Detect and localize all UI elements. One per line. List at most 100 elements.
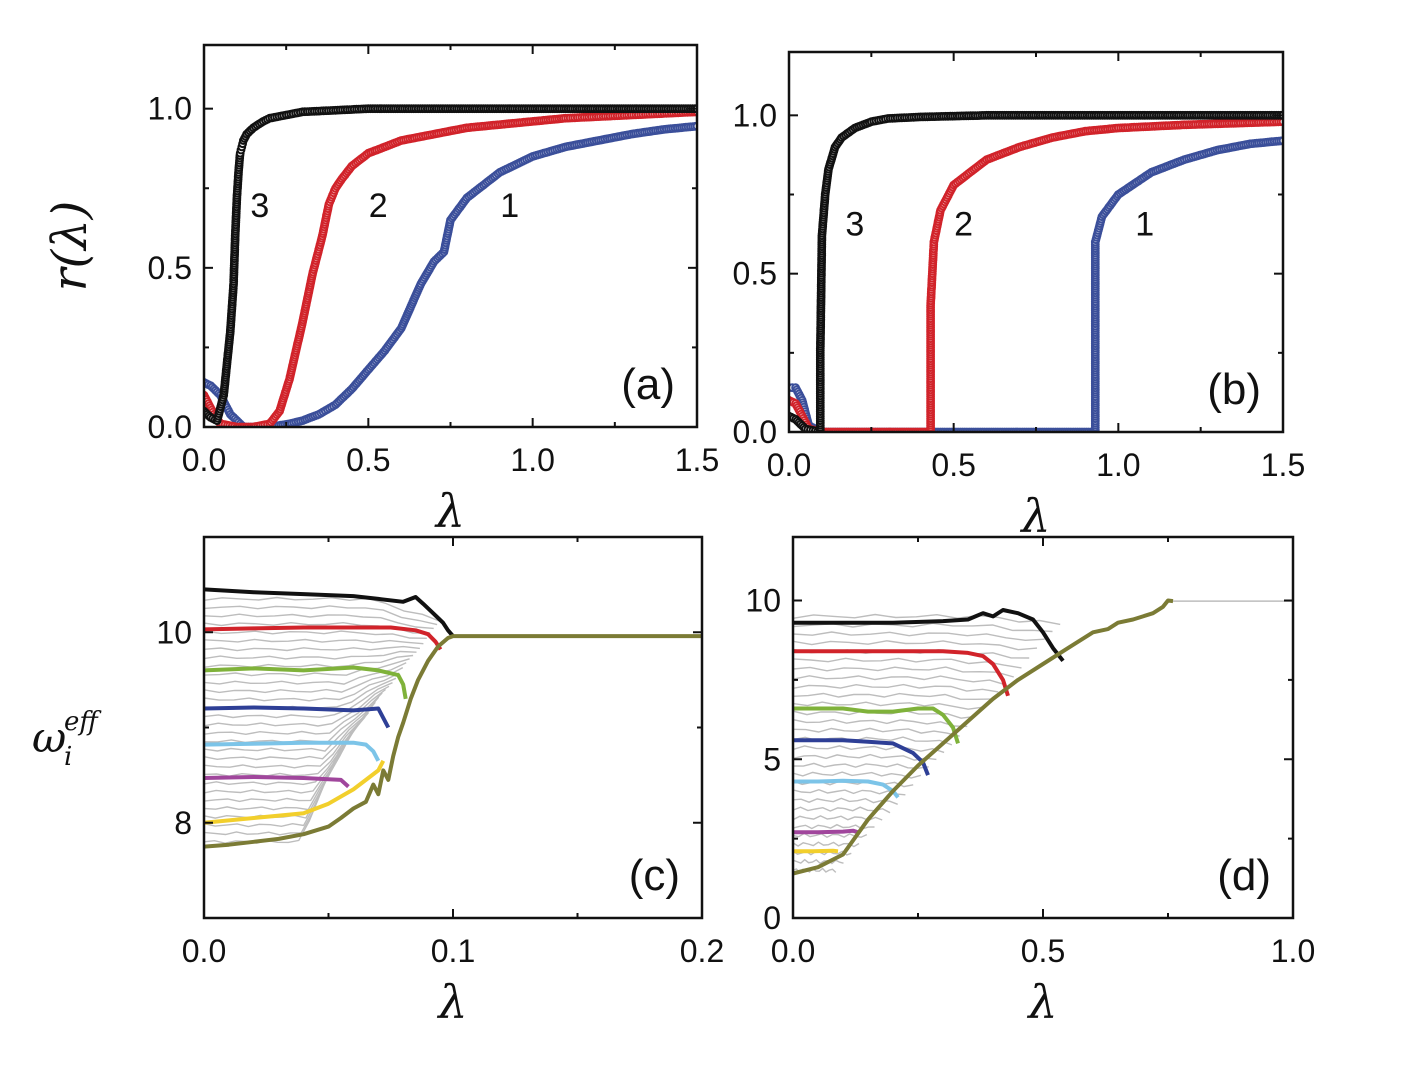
background-trajectory <box>204 716 366 786</box>
y-tick-label: 10 <box>156 614 192 650</box>
background-trajectory <box>204 682 393 719</box>
series-line-navy <box>204 705 391 729</box>
background-trajectory <box>793 675 1007 686</box>
background-trajectory <box>204 726 356 811</box>
curve-label: 2 <box>954 206 973 244</box>
series-markers-2 <box>204 107 697 427</box>
curve-label: 1 <box>500 187 519 225</box>
background-trajectory <box>793 727 960 737</box>
y-axis-label: ω <box>32 713 66 762</box>
x-tick-label: 1.0 <box>1096 447 1140 483</box>
series-line-olive <box>793 598 1174 876</box>
background-trajectory <box>793 718 968 728</box>
series-line-yellow <box>793 848 839 854</box>
x-tick-label: 0.0 <box>771 933 815 969</box>
y-tick-label: 1.0 <box>148 91 192 127</box>
panel-label: (c) <box>629 851 680 900</box>
background-trajectory <box>204 723 359 803</box>
panel-label: (d) <box>1217 851 1271 900</box>
x-tick-label: 0.5 <box>1021 933 1065 969</box>
series-line-olive <box>204 634 702 849</box>
background-trajectory <box>204 596 441 623</box>
y-tick-label: 0.0 <box>148 409 192 445</box>
background-trajectory <box>793 666 1014 678</box>
series-line-cyan <box>793 778 900 799</box>
background-trajectory <box>204 650 417 660</box>
background-trajectory <box>204 707 373 769</box>
background-trajectory <box>204 638 424 645</box>
background-trajectory <box>793 701 983 710</box>
plot-area <box>793 598 1293 876</box>
background-trajectory <box>793 858 844 865</box>
background-trajectory <box>204 672 400 702</box>
series-line-magenta <box>793 828 859 835</box>
background-trajectory <box>204 605 438 626</box>
y-tick-label: 1.0 <box>733 97 777 133</box>
x-tick-label: 0.0 <box>767 447 811 483</box>
series-line-green <box>793 706 960 744</box>
plot-area <box>204 587 702 849</box>
x-tick-label: 0.1 <box>431 933 475 969</box>
y-tick-label: 0.5 <box>733 256 777 292</box>
background-trajectory <box>204 630 427 639</box>
x-tick-label: 0.2 <box>680 933 724 969</box>
background-trajectory <box>793 657 1022 669</box>
series-markers-1 <box>204 121 697 427</box>
series-markers-3 <box>789 110 1283 432</box>
background-trajectory <box>793 692 991 701</box>
series-line-red <box>204 625 443 651</box>
background-trajectory <box>793 745 945 754</box>
background-trajectory <box>204 662 407 685</box>
series-line-black <box>204 587 455 638</box>
curve-label: 3 <box>250 187 269 225</box>
series-markers-3 <box>204 104 697 426</box>
series-line-black <box>793 608 1065 663</box>
background-trajectory <box>204 654 414 668</box>
x-axis-label: λ <box>1019 489 1050 543</box>
plot-area <box>204 104 697 427</box>
panel-label: (a) <box>621 360 675 409</box>
series-line-cyan <box>204 740 381 762</box>
background-trajectory <box>204 645 420 652</box>
y-tick-label: 0 <box>763 900 781 936</box>
background-trajectory <box>793 753 937 761</box>
panel-d: 0.0 0.5 1.0 0 5 10 λ (d) <box>745 535 1315 1029</box>
y-tick-label: 10 <box>745 583 781 619</box>
background-trajectory <box>793 762 929 769</box>
background-trajectory <box>204 613 434 630</box>
curve-label: 1 <box>1135 206 1154 244</box>
background-trajectory <box>204 688 387 736</box>
x-axis-label: λ <box>434 484 465 538</box>
background-trajectory <box>204 719 363 794</box>
background-trajectory <box>793 788 906 796</box>
background-trajectory <box>793 771 922 779</box>
y-tick-label: 8 <box>174 805 192 841</box>
y-tick-label: 5 <box>763 741 781 777</box>
series-line-yellow <box>204 759 386 825</box>
series-markers-2 <box>789 117 1283 432</box>
curve-label: 2 <box>369 187 388 225</box>
panel-b: 0.0 0.5 1.0 1.5 0.0 0.5 1.0 λ 1 2 3 (b) <box>733 50 1305 543</box>
background-trajectory <box>793 841 860 848</box>
background-trajectory <box>793 797 898 805</box>
x-tick-label: 1.0 <box>1271 933 1315 969</box>
x-tick-label: 1.5 <box>1261 447 1305 483</box>
y-tick-label: 0.5 <box>148 250 192 286</box>
panel-label: (b) <box>1207 365 1261 414</box>
background-trajectory <box>793 683 999 693</box>
x-tick-label: 0.0 <box>182 442 226 478</box>
y-axis-label-superscript: eff <box>64 707 102 737</box>
panel-a: 0.0 0.5 1.0 1.5 0.0 0.5 1.0 λ r(λ) 1 2 3 (a) <box>42 43 719 538</box>
x-tick-label: 1.5 <box>675 442 719 478</box>
x-tick-label: 0.5 <box>346 442 390 478</box>
curve-label: 3 <box>845 206 864 244</box>
x-tick-label: 0.5 <box>931 447 975 483</box>
y-tick-label: 0.0 <box>733 414 777 450</box>
background-trajectory <box>204 701 376 761</box>
x-tick-label: 0.0 <box>182 933 226 969</box>
background-trajectory <box>793 640 1038 651</box>
series-line-magenta <box>204 775 350 789</box>
series-line-red <box>793 649 1010 697</box>
y-axis-label-subscript: i <box>64 742 72 772</box>
